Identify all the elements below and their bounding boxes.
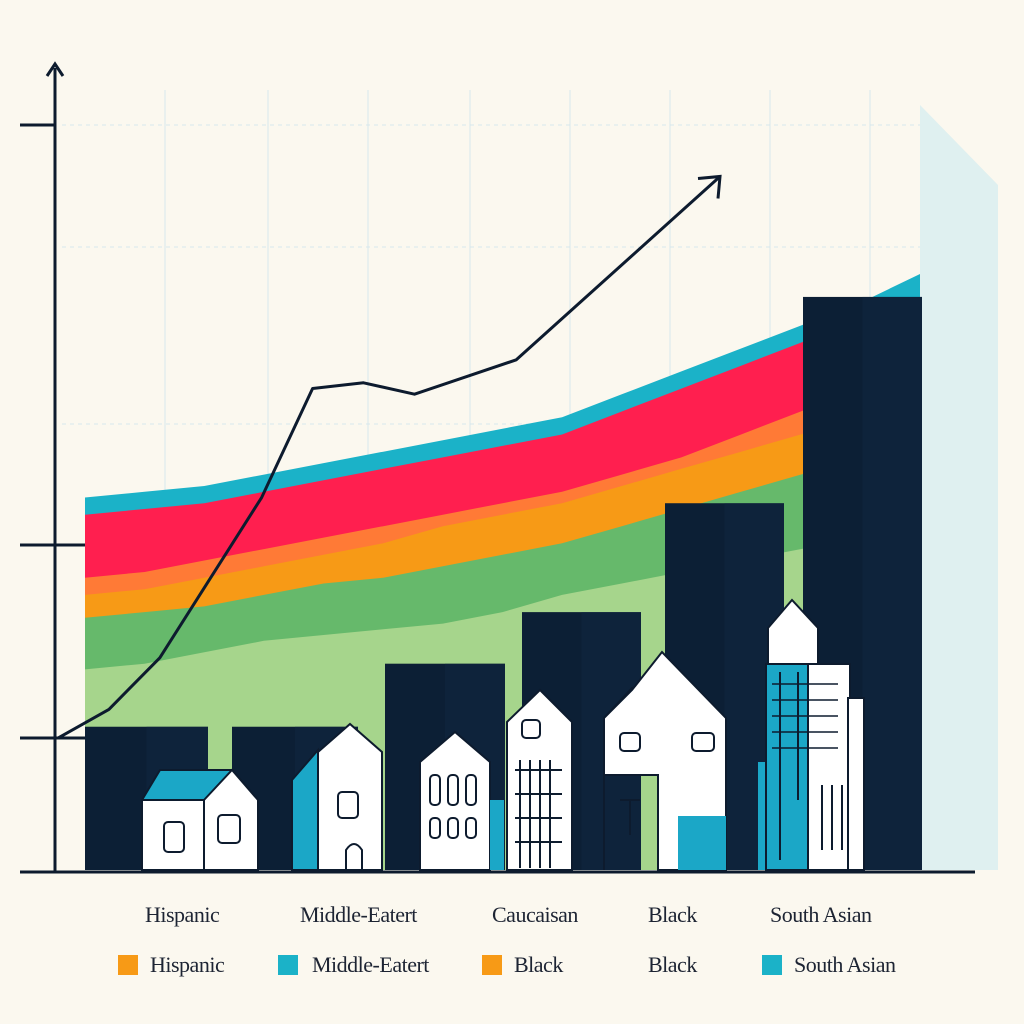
window: [429, 817, 441, 839]
legend-swatch: [278, 955, 298, 975]
door: [345, 843, 363, 870]
legend-label: Black: [514, 952, 563, 977]
bar-side-shadow: [920, 105, 998, 870]
legend-swatch: [118, 955, 138, 975]
trend-line-group: [57, 174, 722, 740]
window: [163, 821, 185, 853]
window: [465, 774, 477, 806]
category-label: Hispanic: [145, 902, 220, 927]
window: [465, 817, 477, 839]
trend-line: [57, 175, 722, 740]
legend-swatch: [482, 955, 502, 975]
category-label: South Asian: [770, 902, 872, 927]
building-shape: [678, 816, 726, 870]
window: [447, 817, 459, 839]
bar-shade: [862, 296, 922, 870]
window: [619, 732, 641, 752]
window: [217, 814, 241, 844]
building-shape: [847, 697, 865, 871]
legend-label: Hispanic: [150, 952, 225, 977]
building-shape: [317, 722, 383, 871]
axes: [20, 61, 975, 874]
building-shape: [767, 598, 819, 665]
window: [447, 774, 459, 806]
category-label: Black: [648, 902, 697, 927]
legend-label: Black: [648, 952, 697, 977]
category-label: Caucaisan: [492, 902, 578, 927]
legend-swatch: [762, 955, 782, 975]
building-shape: [807, 663, 851, 871]
window: [337, 791, 359, 819]
building-shape: [490, 800, 504, 870]
trend-arrow-head: [697, 174, 722, 199]
building-shape: [603, 650, 727, 871]
building-shape: [141, 799, 205, 871]
legend-label: South Asian: [794, 952, 896, 977]
window: [521, 719, 541, 739]
category-label: Middle-Eatert: [300, 902, 417, 927]
building-shape: [203, 768, 259, 871]
door: [620, 799, 640, 835]
buildings-illustration: [140, 598, 865, 871]
legend-label: Middle-Eatert: [312, 952, 429, 977]
y-axis-arrow: [45, 61, 65, 77]
window: [429, 774, 441, 806]
window: [691, 732, 715, 752]
